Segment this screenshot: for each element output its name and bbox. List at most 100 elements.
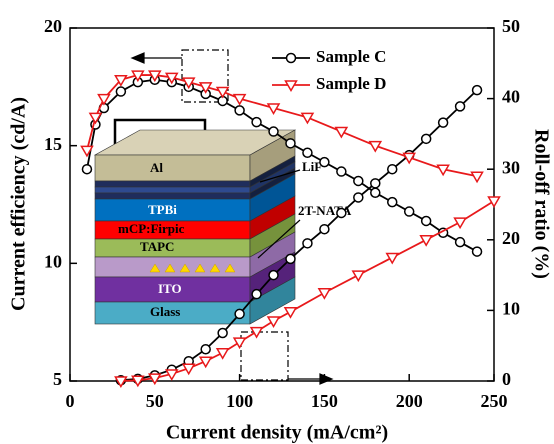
marker [251,288,262,300]
y2-tick-label: 10 [502,299,520,319]
layer-label: ITO [158,281,182,296]
marker [232,93,247,106]
marker [215,348,230,360]
legend-label: Sample D [316,74,386,93]
y-axis-label: Current efficiency (cd/A) [8,97,30,311]
marker [147,373,162,386]
marker [268,126,279,137]
x-axis-label: Current density (mA/cm²) [166,422,388,444]
marker [420,133,432,145]
marker [317,288,332,300]
legend-marker [285,52,297,64]
marker [215,86,230,99]
marker [385,252,400,265]
marker [353,192,364,203]
marker [131,375,145,388]
marker [470,171,484,184]
marker [198,356,213,369]
marker [285,138,296,149]
x-tick-label: 150 [311,391,338,411]
marker [181,77,196,90]
marker [368,140,383,153]
marker [403,206,415,217]
marker [232,337,247,350]
marker [283,307,298,319]
x-tick-label: 100 [226,391,253,411]
y2-tick-label: 40 [502,87,520,107]
marker [164,369,179,381]
marker [131,70,145,83]
marker [268,269,279,281]
series-line [120,89,478,382]
marker [147,70,162,83]
series-line [86,74,478,178]
marker [402,152,417,165]
y-tick-label: 5 [53,369,62,389]
marker [370,178,381,189]
y2-tick-label: 50 [502,16,520,36]
marker [351,270,366,283]
marker [319,156,330,168]
layer-label: TAPC [140,239,174,254]
marker [386,196,398,208]
marker [487,196,501,208]
marker [420,215,432,227]
marker [319,223,330,235]
layer-label: Al [150,160,163,175]
device-inset: Al LiF TPBi mCP:Firpic TAPC 2T-NATA ITO … [93,118,352,325]
layer-label: LiF [302,159,322,174]
legend-marker [284,80,298,92]
marker [200,343,211,355]
marker [80,145,94,158]
marker [198,82,213,94]
x-tick-label: 50 [146,391,164,411]
x-tick-label: 0 [66,391,75,411]
marker [266,316,281,328]
y2-tick-label: 0 [502,369,511,389]
marker [386,163,398,175]
marker [453,217,467,230]
y-tick-label: 15 [44,134,62,154]
marker [81,163,93,175]
marker [300,112,315,125]
marker [88,112,103,125]
marker [454,236,466,248]
layer-label: TPBi [148,202,177,217]
marker [454,101,466,112]
marker [217,327,228,339]
x-tick-label: 200 [396,391,423,411]
marker [266,103,281,116]
marker [471,246,483,257]
marker [437,117,449,128]
marker [114,376,128,388]
marker [249,326,264,339]
marker [419,235,433,247]
y-tick-label: 10 [44,251,62,271]
layer-label: mCP:Firpic [118,221,185,236]
x-tick-label: 250 [481,391,508,411]
y2-axis-label: Roll-off ratio (%) [530,129,552,279]
marker [285,253,296,265]
marker [370,187,381,198]
y-tick-label: 20 [44,16,62,36]
marker [471,84,483,96]
marker [164,72,179,85]
marker [336,207,347,219]
layer-label: Glass [150,304,180,319]
marker [302,238,313,249]
marker [334,126,349,139]
y2-tick-label: 30 [502,157,520,177]
marker [234,308,245,320]
marker [353,175,364,187]
marker [436,164,450,177]
marker [97,93,111,106]
marker [114,75,128,87]
marker [336,166,347,177]
marker [115,86,127,97]
y2-tick-label: 20 [502,228,520,248]
marker [234,105,245,116]
marker [251,116,262,128]
marker [302,147,313,158]
marker [181,363,196,376]
